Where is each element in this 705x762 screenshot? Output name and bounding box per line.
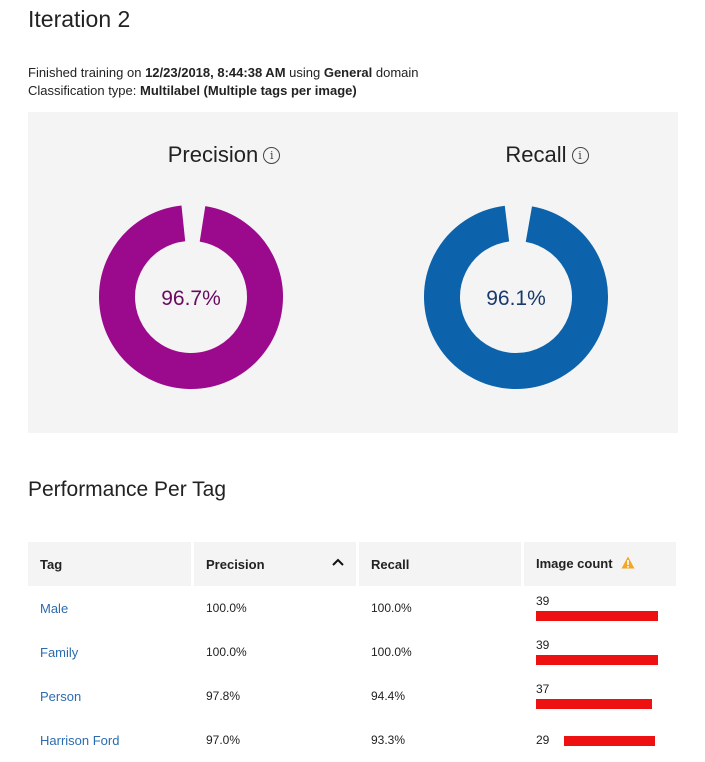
recall-cell: 100.0% <box>371 645 412 659</box>
metrics-panel: Precision i 96.7% Recall i 96.1% <box>28 112 678 433</box>
chevron-up-icon[interactable] <box>332 557 344 570</box>
recall-arc <box>424 205 608 389</box>
column-header-image-count[interactable]: Image count <box>524 542 676 586</box>
tag-cell: Family <box>28 630 194 674</box>
table-row[interactable]: Male 100.0% 100.0% 39 <box>28 586 676 630</box>
tag-cell: Male <box>28 586 194 630</box>
performance-table: Tag Precision Recall Image count Male 100… <box>28 542 676 762</box>
recall-value: 96.1% <box>486 287 546 310</box>
recall-title: Recall i <box>505 142 589 168</box>
precision-cell: 97.8% <box>206 689 241 703</box>
image-count: 39 <box>536 638 550 652</box>
precision-title: Precision i <box>167 142 281 168</box>
table-row[interactable]: Person 97.8% 94.4% 37 <box>28 674 676 718</box>
precision-value: 96.7% <box>161 287 221 310</box>
image-count-bar <box>536 698 652 709</box>
image-count: 39 <box>536 594 550 608</box>
precision-arc <box>99 205 283 389</box>
image-count-cell: 39 <box>524 586 676 630</box>
tag-cell: Person <box>28 674 194 718</box>
precision-cell: 100.0% <box>206 645 247 659</box>
tag-cell: Harrison Ford <box>28 718 194 762</box>
column-header-precision[interactable]: Precision <box>194 542 359 586</box>
classification-line: Classification type: Multilabel (Multipl… <box>28 82 419 100</box>
table-row[interactable]: Family 100.0% 100.0% 39 <box>28 630 676 674</box>
image-count-bar <box>564 735 655 746</box>
column-header-tag[interactable]: Tag <box>28 542 194 586</box>
precision-label: Precision <box>167 142 259 167</box>
classification-prefix: Classification type: <box>28 83 140 98</box>
training-info: Finished training on 12/23/2018, 8:44:38… <box>28 64 419 100</box>
performance-title: Performance Per Tag <box>28 478 227 501</box>
image-count-header-label: Image count <box>536 555 613 571</box>
page-title: Iteration 2 <box>28 6 131 32</box>
recall-cell: 93.3% <box>371 733 406 747</box>
info-icon[interactable]: i <box>263 146 281 164</box>
recall-cell: 100.0% <box>371 601 412 615</box>
training-datetime: 12/23/2018, 8:44:38 AM <box>145 65 286 80</box>
image-count-cell: 29 <box>524 718 676 762</box>
info-icon[interactable]: i <box>571 146 589 164</box>
precision-donut: 96.7% <box>99 205 283 389</box>
training-suffix: domain <box>372 65 419 80</box>
image-count-bar <box>536 610 658 621</box>
tag-link[interactable]: Family <box>40 644 79 660</box>
recall-donut: 96.1% <box>424 205 608 389</box>
training-line: Finished training on 12/23/2018, 8:44:38… <box>28 64 419 82</box>
precision-cell: 97.0% <box>206 733 241 747</box>
precision-metric: Precision i <box>94 142 354 168</box>
tag-link[interactable]: Male <box>40 600 69 616</box>
image-count: 29 <box>536 733 550 747</box>
tag-link[interactable]: Harrison Ford <box>40 732 120 748</box>
training-mid: using <box>285 65 324 80</box>
recall-label: Recall <box>505 142 567 167</box>
image-count-cell: 39 <box>524 630 676 674</box>
precision-header-label: Precision <box>206 556 265 572</box>
image-count: 37 <box>536 682 550 696</box>
tag-link[interactable]: Person <box>40 688 82 704</box>
recall-metric: Recall i <box>417 142 677 168</box>
training-prefix: Finished training on <box>28 65 146 80</box>
recall-cell: 94.4% <box>371 689 406 703</box>
image-count-cell: 37 <box>524 674 676 718</box>
classification-type: Multilabel (Multiple tags per image) <box>140 83 357 98</box>
column-header-recall[interactable]: Recall <box>359 542 524 586</box>
training-domain: General <box>323 65 373 80</box>
table-row[interactable]: Harrison Ford 97.0% 93.3% 29 <box>28 718 676 762</box>
warning-icon[interactable] <box>621 556 635 572</box>
precision-cell: 100.0% <box>206 601 247 615</box>
image-count-bar <box>536 654 658 665</box>
table-header-row: Tag Precision Recall Image count <box>28 542 676 586</box>
